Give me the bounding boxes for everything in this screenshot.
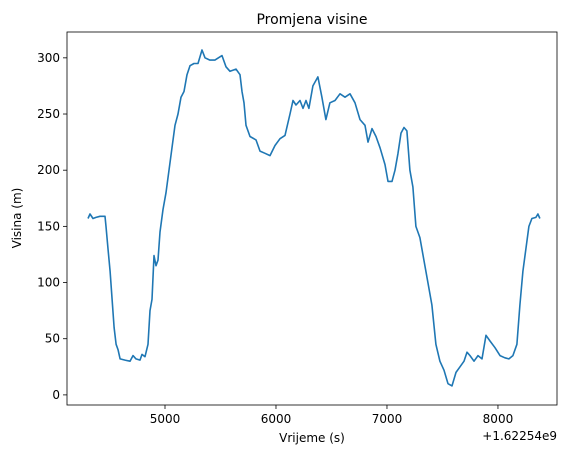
y-tick-label: 200 (37, 163, 60, 177)
chart-title: Promjena visine (256, 12, 367, 28)
data-line (87, 49, 541, 387)
x-tick-label: 5000 (150, 412, 181, 426)
x-tick-label: 8000 (483, 412, 514, 426)
x-tick-label: 6000 (261, 412, 292, 426)
y-tick-label: 100 (37, 276, 60, 290)
y-tick-label: 50 (45, 332, 60, 346)
x-offset-label: +1.62254e9 (482, 429, 557, 443)
y-tick-label: 250 (37, 107, 60, 121)
axes-frame (66, 31, 558, 406)
y-tick-label: 0 (52, 388, 60, 402)
x-axis-label: Vrijeme (s) (279, 431, 345, 445)
x-tick-label: 7000 (372, 412, 403, 426)
y-tick-label: 150 (37, 219, 60, 233)
y-tick-label: 300 (37, 51, 60, 65)
y-axis-label: Visina (m) (10, 188, 24, 249)
